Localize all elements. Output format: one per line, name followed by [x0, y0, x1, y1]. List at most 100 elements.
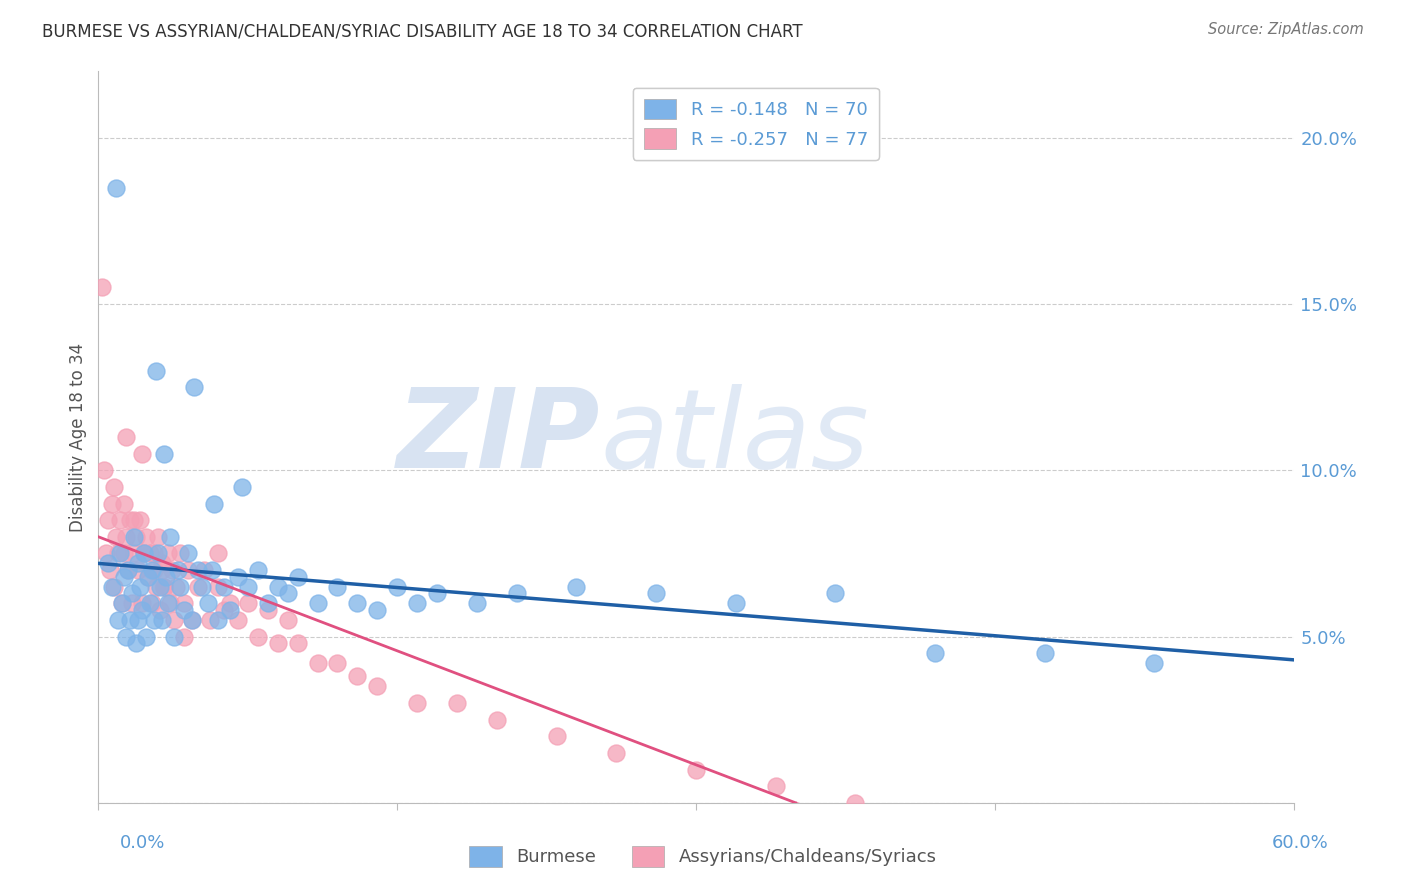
Point — [125, 530, 148, 544]
Point — [226, 570, 249, 584]
Point — [124, 546, 146, 560]
Point — [134, 546, 156, 560]
Point — [287, 570, 309, 584]
Text: Source: ZipAtlas.com: Source: ZipAtlas.com — [1208, 22, 1364, 37]
Point — [143, 613, 166, 627]
Point — [131, 596, 153, 610]
Point — [1143, 656, 1166, 670]
Point — [167, 563, 190, 577]
Point — [96, 546, 118, 560]
Point — [177, 546, 200, 560]
Text: BURMESE VS ASSYRIAN/CHALDEAN/SYRIAC DISABILITY AGE 18 TO 34 CORRELATION CHART: BURMESE VS ASSYRIAN/CHALDEAN/SYRIAC DISA… — [42, 22, 803, 40]
Point — [236, 580, 259, 594]
Point — [120, 513, 142, 527]
Point — [219, 603, 242, 617]
Point — [193, 563, 215, 577]
Point — [97, 557, 120, 571]
Point — [98, 563, 122, 577]
Point — [124, 530, 146, 544]
Point — [97, 513, 120, 527]
Point — [131, 447, 153, 461]
Point — [565, 580, 588, 594]
Point — [346, 669, 368, 683]
Point — [173, 596, 195, 610]
Point — [149, 603, 172, 617]
Point — [546, 729, 568, 743]
Text: 60.0%: 60.0% — [1272, 834, 1329, 852]
Point — [134, 546, 156, 560]
Point — [148, 546, 170, 560]
Point — [159, 596, 181, 610]
Point — [326, 656, 349, 670]
Legend: R = -0.148   N = 70, R = -0.257   N = 77: R = -0.148 N = 70, R = -0.257 N = 77 — [633, 87, 879, 160]
Point — [149, 580, 172, 594]
Point — [111, 596, 134, 610]
Point — [277, 613, 299, 627]
Point — [181, 613, 204, 627]
Point — [141, 563, 163, 577]
Point — [207, 613, 229, 627]
Point — [115, 630, 138, 644]
Point — [207, 580, 229, 594]
Point — [765, 779, 787, 793]
Point — [139, 546, 162, 560]
Point — [107, 613, 129, 627]
Point — [385, 580, 409, 594]
Point — [143, 563, 166, 577]
Point — [366, 680, 388, 694]
Point — [181, 613, 204, 627]
Point — [153, 580, 176, 594]
Point — [191, 580, 214, 594]
Point — [101, 497, 124, 511]
Point — [150, 563, 173, 577]
Point — [103, 580, 125, 594]
Point — [183, 380, 205, 394]
Y-axis label: Disability Age 18 to 34: Disability Age 18 to 34 — [69, 343, 87, 532]
Point — [145, 580, 167, 594]
Point — [197, 596, 219, 610]
Point — [212, 580, 235, 594]
Point — [226, 613, 249, 627]
Point — [139, 596, 162, 610]
Point — [724, 596, 747, 610]
Point — [187, 580, 209, 594]
Point — [136, 570, 159, 584]
Point — [131, 603, 153, 617]
Point — [112, 546, 135, 560]
Point — [256, 596, 278, 610]
Point — [107, 546, 129, 560]
Point — [307, 656, 329, 670]
Point — [267, 580, 290, 594]
Point — [307, 596, 329, 610]
Point — [485, 713, 508, 727]
Point — [645, 586, 668, 600]
Point — [105, 180, 128, 194]
Point — [110, 546, 132, 560]
Point — [111, 596, 134, 610]
Point — [366, 603, 388, 617]
Point — [163, 630, 186, 644]
Point — [155, 570, 177, 584]
Point — [115, 430, 138, 444]
Point — [117, 563, 139, 577]
Point — [124, 513, 146, 527]
Point — [143, 546, 166, 560]
Point — [135, 630, 157, 644]
Point — [125, 636, 148, 650]
Point — [153, 580, 176, 594]
Point — [103, 480, 125, 494]
Point — [1033, 646, 1056, 660]
Point — [446, 696, 468, 710]
Point — [121, 586, 143, 600]
Point — [844, 796, 866, 810]
Point — [187, 563, 209, 577]
Point — [165, 580, 187, 594]
Point — [346, 596, 368, 610]
Point — [426, 586, 449, 600]
Point — [110, 513, 132, 527]
Point — [105, 530, 128, 544]
Point — [506, 586, 529, 600]
Point — [465, 596, 488, 610]
Point — [91, 280, 114, 294]
Point — [141, 596, 163, 610]
